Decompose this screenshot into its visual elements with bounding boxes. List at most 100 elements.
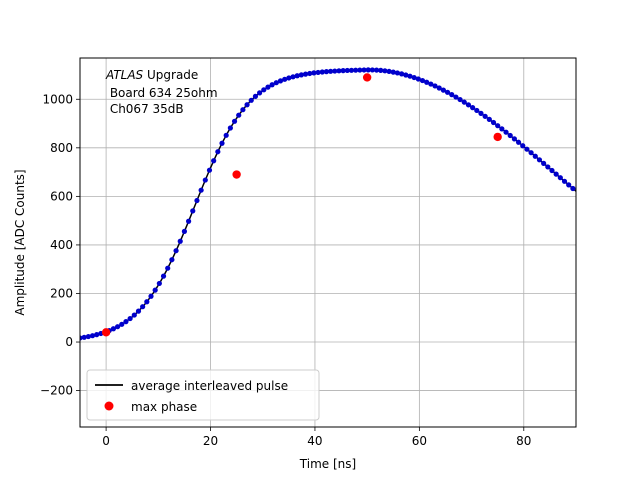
pulse-sample-point <box>215 149 221 155</box>
annotation-upgrade: Upgrade <box>143 68 198 82</box>
pulse-sample-point <box>373 67 380 73</box>
annotation-line-1: ATLAS Upgrade <box>105 68 198 82</box>
pulse-sample-point <box>545 164 551 170</box>
pulse-sample-point <box>490 119 497 126</box>
pulse-sample-point <box>361 67 367 73</box>
pulse-sample-point <box>298 72 304 78</box>
plot-data <box>80 67 576 341</box>
pulse-sample-point <box>344 67 350 74</box>
pulse-sample-point <box>144 299 150 305</box>
pulse-sample-point <box>156 280 162 287</box>
y-tick-label: 1000 <box>42 92 73 106</box>
plot-frame <box>79 57 577 428</box>
pulse-sample-point <box>474 107 480 114</box>
pulse-sample-point <box>536 157 543 163</box>
pulse-sample-point <box>549 167 555 174</box>
pulse-sample-point <box>570 185 576 192</box>
pulse-sample-point <box>181 228 188 234</box>
pulse-sample-point <box>140 304 146 310</box>
pulse-sample-point <box>453 94 459 100</box>
pulse-sample-point <box>177 238 183 244</box>
pulse-sample-point <box>399 71 405 77</box>
pulse-sample-point <box>415 76 421 82</box>
pulse-sample-point <box>85 333 91 340</box>
max-phase-point <box>101 328 111 337</box>
legend: average interleaved pulse max phase <box>86 369 320 421</box>
pulse-sample-point <box>319 69 325 75</box>
pulse-sample-point <box>407 73 413 79</box>
pulse-sample-point <box>478 110 484 116</box>
pulse-sample-point <box>219 140 225 146</box>
annotation-atlas: ATLAS <box>105 68 144 82</box>
pulse-sample-point <box>119 321 125 327</box>
pulse-sample-point <box>357 67 363 73</box>
pulse-sample-point <box>89 333 96 339</box>
legend-label-max-phase: max phase <box>131 400 197 414</box>
pulse-sample-point <box>328 68 334 74</box>
pulse-sample-point <box>394 70 401 76</box>
max-phase-point <box>493 132 502 142</box>
pulse-sample-point <box>336 68 342 74</box>
pulse-sample-point <box>261 87 267 93</box>
pulse-sample-point <box>269 82 275 88</box>
y-tick-label: 0 <box>65 335 73 349</box>
pulse-sample-point <box>165 265 171 271</box>
pulse-sample-point <box>311 70 317 76</box>
pulse-sample-point <box>290 74 296 80</box>
pulse-sample-point <box>465 102 472 108</box>
y-tick-label: −200 <box>40 384 73 398</box>
pulse-sample-point <box>152 287 158 293</box>
pulse-sample-point <box>294 73 300 79</box>
pulse-sample-point <box>528 150 534 156</box>
annotation-line-3: Ch067 35dB <box>106 102 184 116</box>
pulse-sample-point <box>386 68 392 75</box>
y-tick-label: 600 <box>50 189 73 203</box>
pulse-sample-point <box>186 218 192 224</box>
pulse-sample-point <box>390 69 396 75</box>
pulse-sample-point <box>524 146 530 152</box>
pulse-sample-point <box>378 67 384 73</box>
pulse-sample-point <box>495 123 501 129</box>
annotation-line-2: Board 634 25ohm <box>106 86 218 100</box>
pulse-sample-point <box>190 208 196 214</box>
pulse-sample-point <box>449 92 455 98</box>
pulse-sample-point <box>382 68 388 74</box>
pulse-sample-point <box>470 105 476 111</box>
pulse-sample-point <box>169 257 175 263</box>
pulse-sample-point <box>202 177 208 183</box>
pulse-sample-point <box>532 153 538 159</box>
pulse-sample-point <box>135 308 142 314</box>
pulse-sample-point <box>432 83 438 89</box>
pulse-sample-point <box>252 93 259 99</box>
pulse-sample-point <box>428 81 434 87</box>
x-tick-label: 0 <box>102 434 110 448</box>
pulse-sample-point <box>424 79 430 85</box>
pulse-sample-point <box>515 139 522 145</box>
y-tick-label: 200 <box>50 286 73 300</box>
pulse-sample-point <box>482 113 488 119</box>
pulse-sample-point <box>541 160 547 166</box>
pulse-sample-point <box>273 80 279 86</box>
x-tick-label: 60 <box>412 434 427 448</box>
legend-label-pulse: average interleaved pulse <box>131 379 288 393</box>
pulse-sample-point <box>277 78 284 84</box>
pulse-sample-point <box>211 158 217 164</box>
pulse-sample-point <box>419 77 426 84</box>
pulse-sample-point <box>206 167 213 173</box>
pulse-sample-point <box>160 273 167 279</box>
pulse-sample-point <box>566 182 572 188</box>
pulse-sample-point <box>348 67 355 73</box>
pulse-sample-point <box>499 126 505 132</box>
legend-marker-swatch <box>104 401 114 411</box>
x-tick-label: 20 <box>203 434 218 448</box>
pulse-sample-point <box>240 107 246 113</box>
pulse-sample-point <box>315 69 321 76</box>
x-tick-label: 40 <box>307 434 322 448</box>
x-axis-label: Time [ns] <box>299 457 356 471</box>
pulse-sample-point <box>440 87 446 93</box>
pulse-sample-point <box>340 68 346 74</box>
pulse-sample-point <box>244 102 250 108</box>
pulse-sample-point <box>282 76 288 82</box>
pulse-sample-point <box>411 74 417 81</box>
pulse-sample-point <box>507 132 513 139</box>
